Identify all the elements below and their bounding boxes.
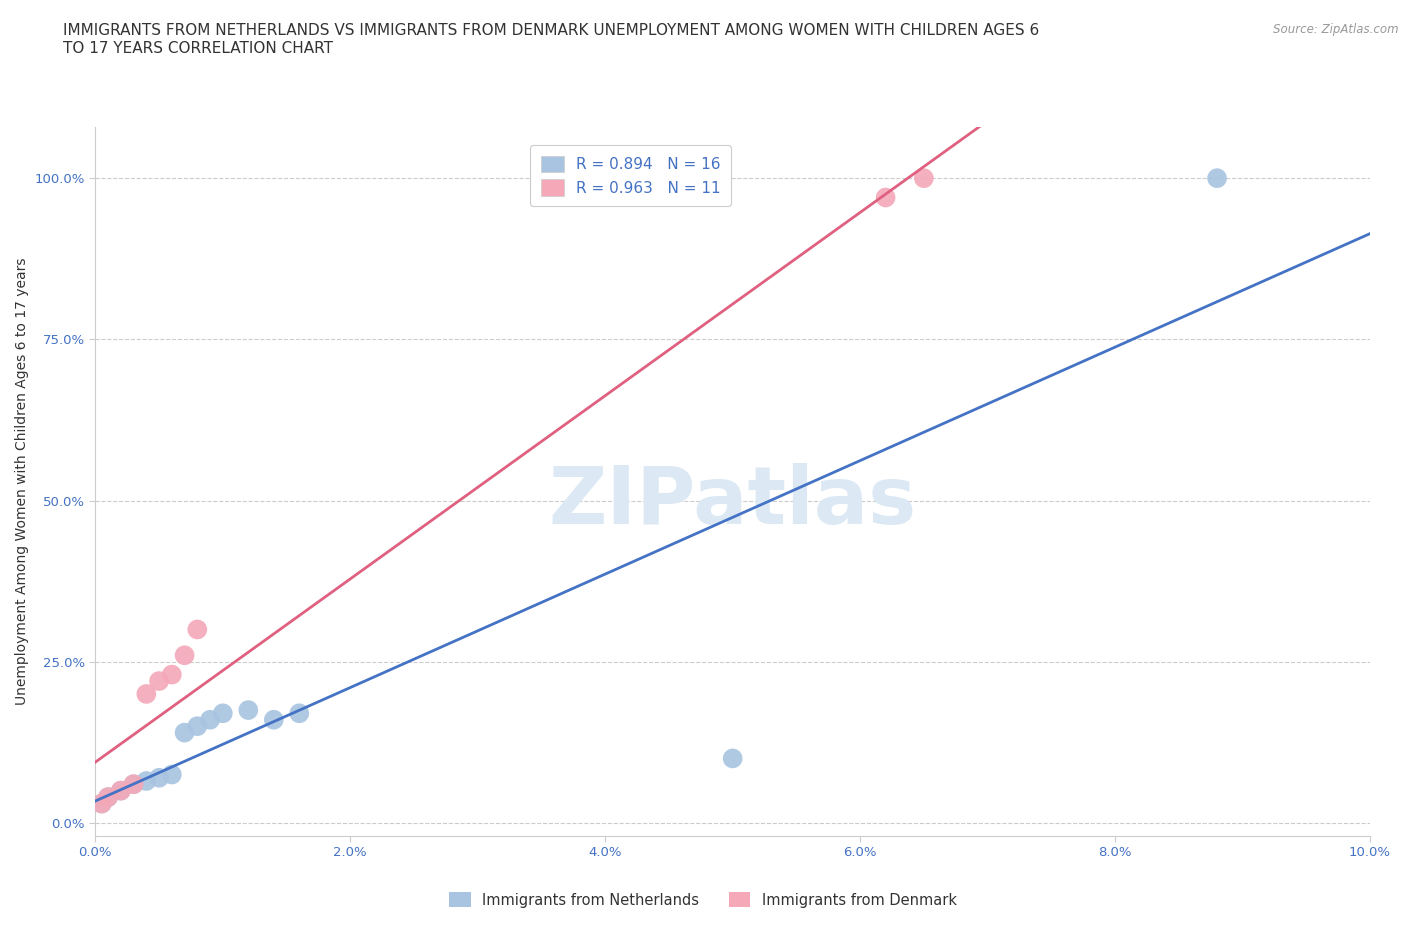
Point	[263, 712, 285, 727]
Point	[110, 783, 132, 798]
Point	[97, 790, 120, 804]
Point	[211, 706, 233, 721]
Point	[173, 725, 195, 740]
Point	[110, 783, 132, 798]
Point	[135, 686, 157, 701]
Text: IMMIGRANTS FROM NETHERLANDS VS IMMIGRANTS FROM DENMARK UNEMPLOYMENT AMONG WOMEN : IMMIGRANTS FROM NETHERLANDS VS IMMIGRANT…	[63, 23, 1039, 56]
Legend: Immigrants from Netherlands, Immigrants from Denmark: Immigrants from Netherlands, Immigrants …	[443, 886, 963, 913]
Text: ZIPatlas: ZIPatlas	[548, 463, 917, 541]
Point	[97, 790, 120, 804]
Point	[912, 171, 935, 186]
Point	[148, 770, 170, 785]
Point	[173, 648, 195, 663]
Legend: R = 0.894   N = 16, R = 0.963   N = 11: R = 0.894 N = 16, R = 0.963 N = 11	[530, 145, 731, 206]
Point	[288, 706, 311, 721]
Point	[122, 777, 145, 791]
Text: Source: ZipAtlas.com: Source: ZipAtlas.com	[1274, 23, 1399, 36]
Point	[186, 622, 208, 637]
Point	[148, 673, 170, 688]
Point	[238, 703, 260, 718]
Point	[198, 712, 221, 727]
Point	[160, 767, 183, 782]
Point	[160, 667, 183, 682]
Point	[135, 774, 157, 789]
Point	[122, 777, 145, 791]
Point	[875, 190, 897, 205]
Point	[186, 719, 208, 734]
Point	[90, 796, 112, 811]
Point	[90, 796, 112, 811]
Y-axis label: Unemployment Among Women with Children Ages 6 to 17 years: Unemployment Among Women with Children A…	[15, 258, 30, 705]
Point	[721, 751, 744, 766]
Point	[1206, 171, 1229, 186]
